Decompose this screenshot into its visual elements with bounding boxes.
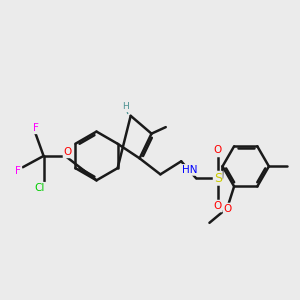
Text: F: F: [15, 166, 21, 176]
Text: O: O: [224, 204, 232, 214]
Text: F: F: [33, 123, 38, 133]
Text: HN: HN: [182, 165, 197, 175]
Text: S: S: [214, 172, 222, 185]
Text: O: O: [64, 147, 72, 158]
Text: H: H: [122, 102, 129, 111]
Text: O: O: [214, 202, 222, 212]
Text: O: O: [214, 145, 222, 155]
Text: Cl: Cl: [35, 183, 45, 193]
